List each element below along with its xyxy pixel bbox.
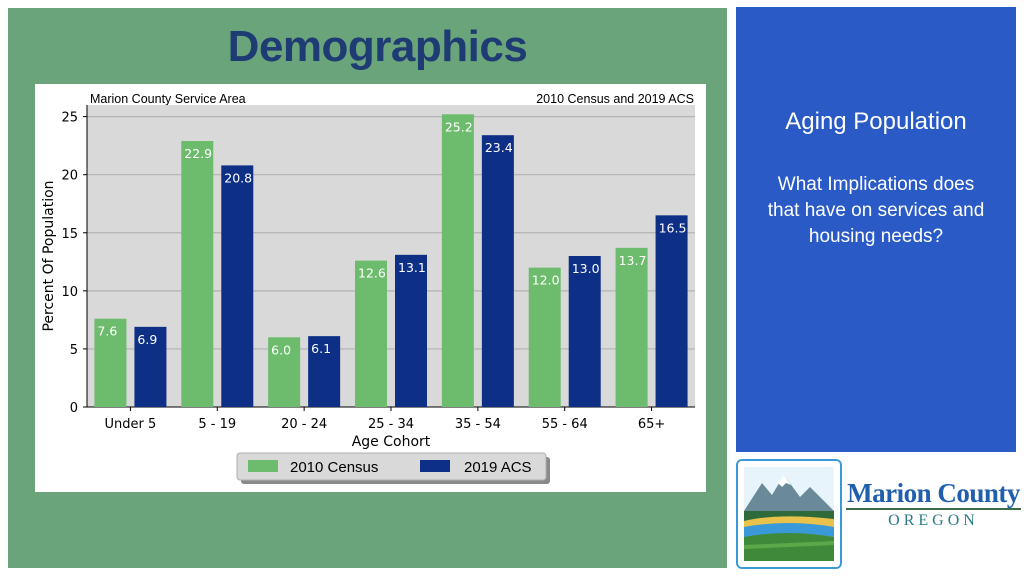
bar (355, 260, 387, 407)
bar (94, 318, 127, 407)
bar (221, 165, 254, 407)
bar (181, 141, 214, 407)
x-tick-label: 65+ (638, 417, 665, 432)
slide-title: Demographics (227, 22, 528, 71)
y-tick-label: 20 (61, 169, 78, 184)
data-label: 6.9 (137, 332, 157, 347)
x-tick-label: 55 - 64 (542, 417, 588, 432)
data-label: 6.1 (311, 341, 331, 356)
county-logo-icon (736, 459, 842, 569)
logo-name: Marion County (846, 478, 1021, 510)
data-label: 12.0 (532, 273, 560, 288)
x-axis-label: Age Cohort (352, 434, 431, 450)
y-tick-label: 10 (61, 285, 78, 300)
x-tick-label: 5 - 19 (198, 417, 236, 432)
y-tick-label: 5 (70, 343, 78, 358)
data-label: 22.9 (184, 146, 212, 161)
bar (308, 336, 341, 407)
logo-wordmark: Marion County OREGON (846, 478, 1021, 530)
bar (395, 254, 427, 407)
bar (615, 247, 648, 407)
data-label: 6.0 (271, 342, 291, 357)
chart-container: Marion County Service Area 2010 Census an… (35, 84, 706, 492)
bar (481, 135, 514, 407)
y-tick-label: 0 (70, 401, 78, 416)
logo-subtitle: OREGON (888, 512, 979, 529)
legend-swatch (248, 460, 278, 472)
panel-heading: Aging Population (785, 108, 967, 135)
x-tick-label: 20 - 24 (281, 417, 327, 432)
data-label: 25.2 (445, 119, 473, 134)
data-label: 13.1 (398, 260, 426, 275)
legend-swatch (420, 460, 450, 472)
bar-chart: Marion County Service Area 2010 Census an… (41, 92, 695, 484)
data-label: 13.0 (572, 261, 600, 276)
legend-label: 2010 Census (290, 459, 378, 476)
bar (528, 267, 561, 407)
panel-question: What Implications does that have on serv… (767, 174, 985, 247)
bar (568, 256, 601, 407)
data-label: 16.5 (659, 220, 687, 235)
bar (441, 114, 474, 408)
data-label: 12.6 (358, 266, 386, 281)
chart-title-right: 2010 Census and 2019 ACS (536, 92, 694, 106)
data-label: 13.7 (619, 253, 647, 268)
bar (655, 215, 688, 407)
plot-area (87, 105, 695, 407)
y-axis-label: Percent Of Population (41, 180, 57, 331)
data-label: 23.4 (485, 140, 513, 155)
bar (134, 326, 167, 407)
x-tick-label: Under 5 (105, 417, 157, 432)
legend (236, 452, 547, 481)
x-tick-label: 35 - 54 (455, 417, 501, 432)
side-panel: Aging Population What Implications does … (736, 7, 1016, 452)
bar (268, 337, 301, 407)
x-tick-label: 25 - 34 (368, 417, 414, 432)
y-tick-label: 25 (61, 111, 78, 126)
data-label: 7.6 (97, 324, 117, 339)
y-tick-label: 15 (61, 227, 78, 242)
legend-label: 2019 ACS (464, 459, 532, 476)
chart-title-left: Marion County Service Area (90, 92, 246, 106)
data-label: 20.8 (224, 170, 252, 185)
